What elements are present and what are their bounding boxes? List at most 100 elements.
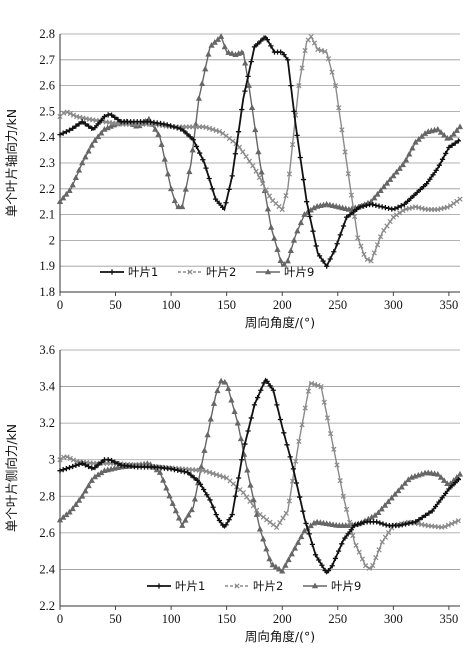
data-point — [263, 187, 269, 193]
data-point — [351, 522, 358, 529]
y-tick-label: 2.3 — [39, 156, 55, 170]
data-point — [400, 207, 406, 214]
data-point — [318, 47, 324, 54]
data-point — [75, 497, 83, 503]
data-point — [266, 193, 273, 199]
y-tick-label: 2.8 — [39, 489, 55, 503]
data-point — [242, 59, 249, 66]
data-point — [348, 527, 354, 533]
data-point — [455, 518, 461, 524]
data-point — [267, 383, 273, 389]
data-point — [434, 470, 441, 477]
data-point — [449, 521, 455, 527]
series-叶片1 — [57, 377, 462, 575]
data-point — [311, 40, 318, 46]
data-point — [112, 114, 118, 120]
data-point — [166, 492, 173, 499]
data-point — [168, 466, 174, 472]
data-point — [345, 531, 351, 537]
data-point — [437, 474, 445, 480]
data-point — [217, 473, 223, 479]
data-point — [309, 541, 315, 547]
data-point — [197, 150, 203, 156]
data-point — [218, 33, 225, 39]
data-point — [336, 105, 342, 111]
data-point — [88, 477, 95, 483]
data-point — [270, 387, 276, 393]
legend-marker — [234, 583, 240, 589]
data-point — [194, 477, 200, 483]
data-point — [325, 568, 332, 574]
data-point — [64, 109, 70, 115]
legend-marker — [187, 269, 193, 275]
data-point — [304, 199, 310, 205]
data-point — [228, 50, 236, 56]
data-point — [406, 150, 413, 157]
data-point — [264, 205, 272, 212]
data-point — [409, 144, 416, 151]
data-point — [229, 173, 235, 179]
data-point — [189, 146, 196, 153]
data-point — [185, 469, 191, 476]
data-point — [274, 246, 281, 252]
data-point — [179, 203, 186, 210]
data-point — [57, 132, 63, 138]
data-point — [216, 517, 223, 524]
data-point — [286, 171, 292, 177]
x-tick-label: 250 — [328, 298, 347, 312]
data-point — [449, 142, 455, 148]
data-point — [434, 126, 441, 132]
data-point — [359, 556, 366, 562]
data-point — [57, 468, 63, 474]
data-point — [277, 257, 284, 263]
data-point — [60, 467, 66, 473]
data-point — [161, 121, 167, 127]
data-point — [371, 250, 377, 256]
data-point — [328, 430, 334, 437]
data-point — [220, 204, 226, 210]
data-point — [168, 185, 175, 192]
y-tick-label: 2.1 — [39, 208, 55, 222]
data-point — [322, 48, 328, 55]
data-point — [177, 126, 184, 132]
data-point — [430, 172, 436, 178]
data-point — [316, 253, 323, 259]
data-point — [393, 168, 400, 175]
data-point — [94, 133, 102, 140]
data-point — [207, 415, 214, 422]
data-point — [379, 539, 385, 545]
data-point — [256, 525, 264, 532]
y-axis-label: 单个叶片侧向力/kN — [4, 424, 19, 532]
data-point — [210, 400, 218, 406]
data-point — [442, 490, 449, 496]
data-point — [419, 514, 425, 521]
data-point — [455, 476, 462, 483]
data-point — [339, 127, 345, 133]
data-point — [392, 206, 398, 212]
data-point — [248, 59, 254, 65]
data-point — [356, 549, 362, 555]
data-point — [275, 565, 283, 572]
data-point — [191, 475, 197, 481]
chart-panel-2: 2.2 2.4 2.6 2.8 3 3.2 3.4 3.6 0 50 100 150 200 250 300… — [4, 343, 464, 644]
data-point — [363, 202, 369, 208]
data-point — [418, 133, 426, 139]
data-point — [264, 378, 270, 385]
data-point — [457, 196, 463, 202]
data-point — [213, 511, 219, 518]
data-point — [201, 447, 208, 453]
data-point — [454, 198, 460, 204]
data-point — [274, 402, 280, 408]
data-point — [358, 243, 364, 249]
data-point — [92, 464, 98, 471]
data-point — [315, 46, 321, 53]
data-point — [445, 522, 451, 528]
data-point — [347, 519, 353, 526]
data-point — [412, 138, 419, 145]
x-axis-label: 周向角度/(°) — [245, 315, 315, 330]
data-point — [161, 155, 168, 162]
data-point — [415, 135, 422, 142]
data-point — [376, 203, 382, 209]
data-point — [204, 492, 210, 498]
data-point — [182, 516, 189, 523]
